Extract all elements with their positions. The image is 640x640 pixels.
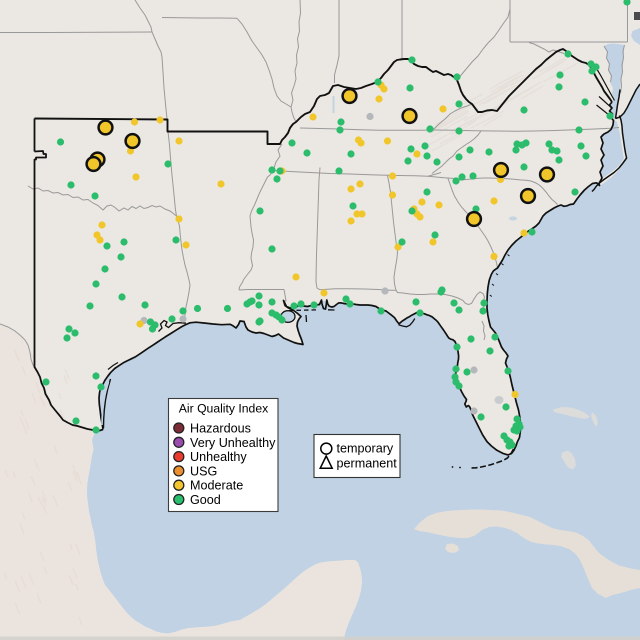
svg-text:Good: Good [190,493,221,507]
svg-text:USG: USG [190,464,217,478]
svg-text:Air Quality Index: Air Quality Index [179,402,268,416]
svg-text:Unhealthy: Unhealthy [190,450,247,464]
svg-text:Very Unhealthy: Very Unhealthy [190,436,276,450]
svg-text:permanent: permanent [337,457,398,471]
svg-text:Moderate: Moderate [190,479,243,493]
svg-text:Hazardous: Hazardous [190,422,251,436]
svg-text:temporary: temporary [337,442,394,456]
